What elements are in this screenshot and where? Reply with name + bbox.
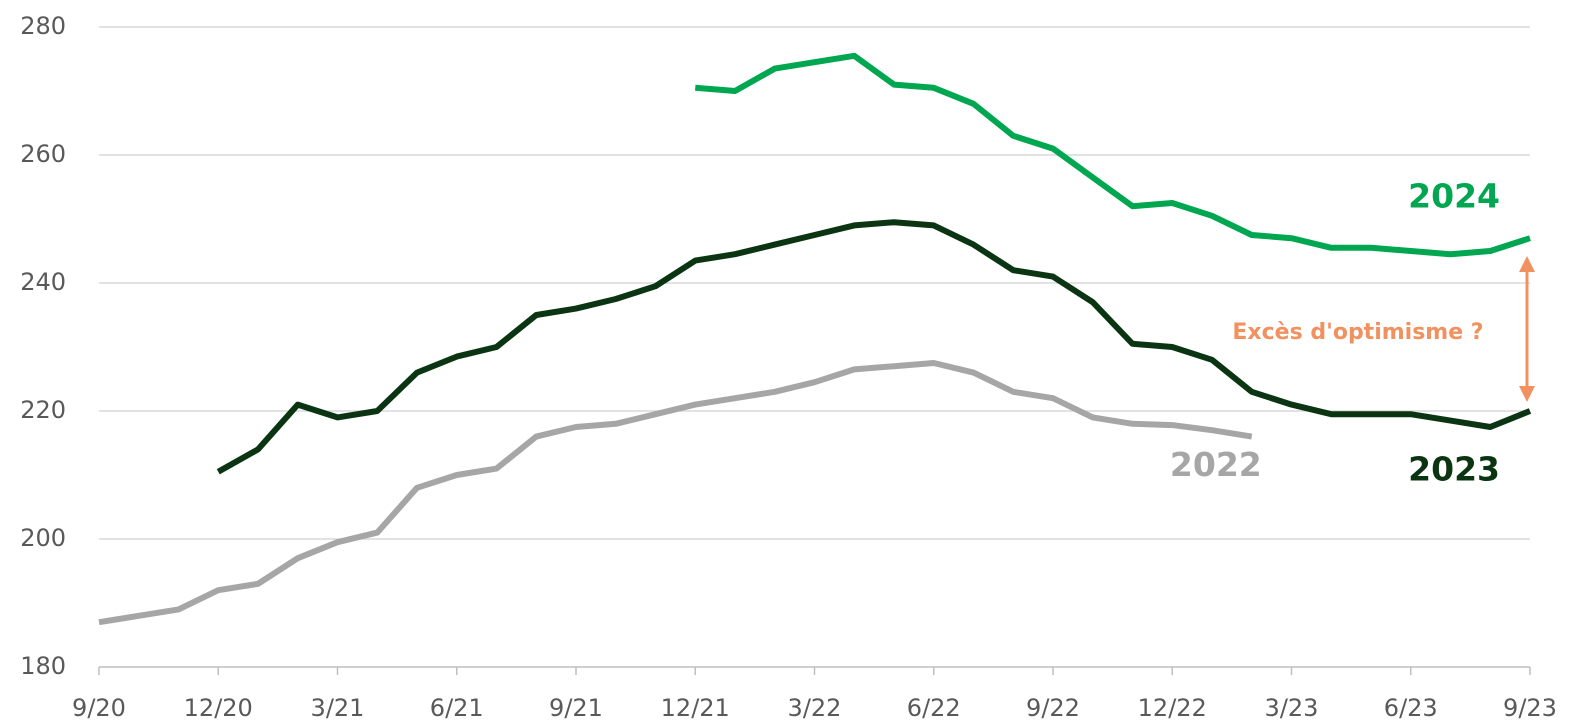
series-label: 2023	[1408, 450, 1500, 489]
y-tick-label: 200	[20, 524, 66, 552]
y-tick-label: 220	[20, 396, 66, 424]
arrow-head	[1519, 256, 1535, 402]
x-tick-label: 9/20	[72, 694, 126, 722]
series-line	[98, 360, 1253, 626]
x-tick-label: 12/20	[184, 694, 253, 722]
x-tick-label: 6/22	[907, 694, 961, 722]
y-tick-label: 280	[20, 12, 66, 40]
x-tick-label: 6/21	[430, 694, 484, 722]
series-label: 2024	[1408, 177, 1500, 216]
y-tick-label: 240	[20, 268, 66, 296]
x-tick-label: 12/22	[1138, 694, 1207, 722]
y-tick-label: 260	[20, 140, 66, 168]
x-tick-label: 9/23	[1503, 694, 1557, 722]
x-tick-label: 9/22	[1026, 694, 1080, 722]
x-tick-label: 12/21	[661, 694, 730, 722]
series-line	[695, 52, 1531, 258]
x-tick-label: 9/21	[549, 694, 603, 722]
x-tick-label: 3/22	[788, 694, 842, 722]
annotation: Excès d'optimisme ?	[1232, 320, 1483, 345]
series-label: 2022	[1170, 445, 1262, 484]
x-tick-label: 3/23	[1265, 694, 1319, 722]
series-line	[216, 219, 1532, 475]
x-tick-label: 6/23	[1384, 694, 1438, 722]
y-tick-label: 180	[20, 652, 66, 680]
x-tick-label: 3/21	[311, 694, 365, 722]
